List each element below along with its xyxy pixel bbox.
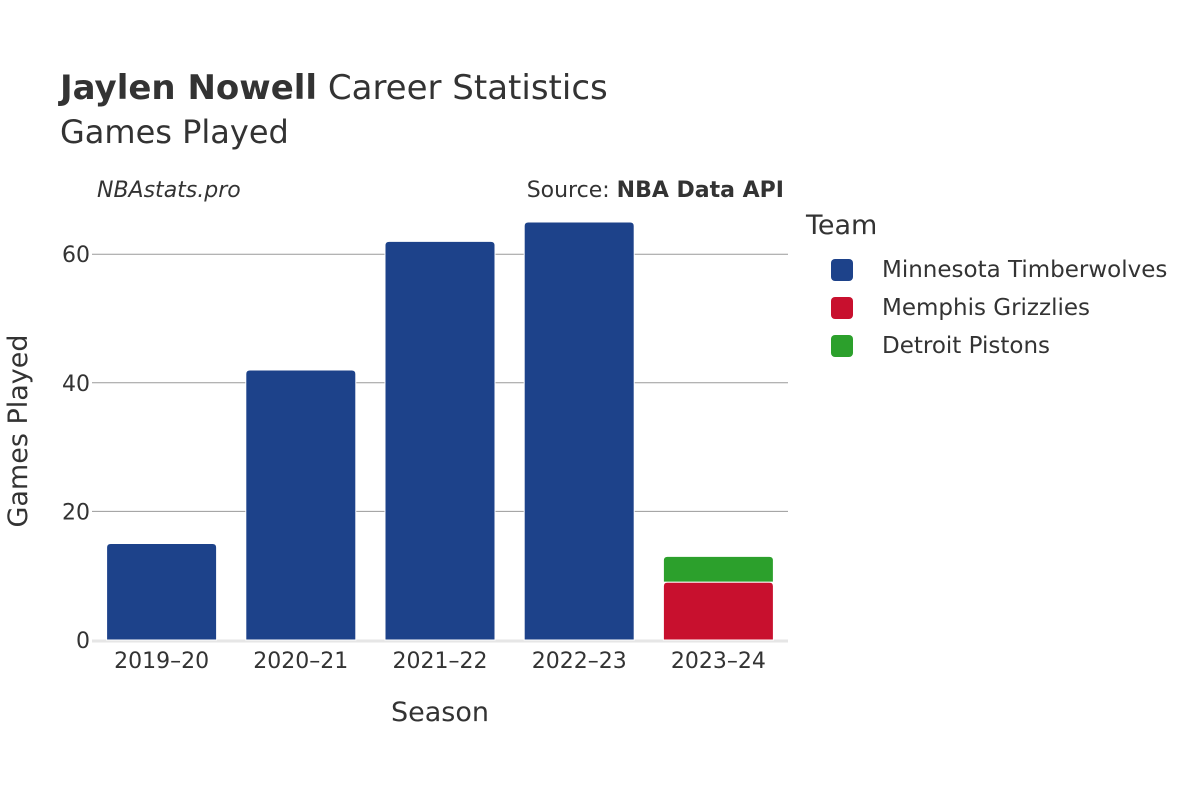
y-tick-label: 40 <box>62 372 90 397</box>
source-credit: Source: NBA Data API <box>527 178 784 203</box>
y-tick-label: 60 <box>62 243 90 268</box>
legend-title: Team <box>806 210 878 241</box>
y-tick-label: 20 <box>62 500 90 525</box>
y-tick-label: 0 <box>76 629 90 654</box>
legend-item-memphis-grizzlies[interactable]: Memphis Grizzlies <box>806 289 1167 327</box>
player-name: Jaylen Nowell <box>60 68 318 108</box>
source-prefix: Source: <box>526 178 617 203</box>
x-tick-label: 2020–21 <box>253 649 348 674</box>
bar-minnesota-timberwolves-2021–22[interactable] <box>384 240 496 641</box>
site-credit: NBAstats.pro <box>97 178 241 203</box>
chart-title: Jaylen Nowell Career Statistics <box>60 68 608 108</box>
bar-minnesota-timberwolves-2019–20[interactable] <box>106 543 218 641</box>
legend-item-minnesota-timberwolves[interactable]: Minnesota Timberwolves <box>806 251 1167 289</box>
legend-item-detroit-pistons[interactable]: Detroit Pistons <box>806 327 1167 365</box>
x-axis-title: Season <box>391 697 489 728</box>
source-name: NBA Data API <box>616 178 784 203</box>
bar-memphis-grizzlies-2023–24[interactable] <box>662 581 774 641</box>
x-tick-label: 2022–23 <box>532 649 627 674</box>
legend-label: Detroit Pistons <box>882 333 1051 359</box>
bar-minnesota-timberwolves-2022–23[interactable] <box>523 221 635 641</box>
legend-swatch <box>831 259 853 281</box>
bar-minnesota-timberwolves-2020–21[interactable] <box>245 369 357 641</box>
x-tick-label: 2021–22 <box>393 649 488 674</box>
chart-subtitle: Games Played <box>60 113 289 151</box>
legend-swatch <box>831 297 853 319</box>
title-rest: Career Statistics <box>327 68 608 108</box>
x-tick-label: 2019–20 <box>114 649 209 674</box>
bar-detroit-pistons-2023–24[interactable] <box>662 555 774 583</box>
y-axis-title: Games Played <box>3 334 34 527</box>
legend-swatch <box>831 335 853 357</box>
legend-label: Memphis Grizzlies <box>882 295 1090 321</box>
legend-label: Minnesota Timberwolves <box>882 257 1168 283</box>
legend: Team Minnesota Timberwolves Memphis Griz… <box>806 210 1167 365</box>
x-tick-label: 2023–24 <box>671 649 766 674</box>
